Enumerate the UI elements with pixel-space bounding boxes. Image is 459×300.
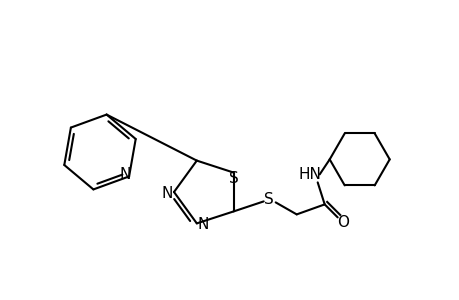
Text: HN: HN	[297, 167, 320, 182]
Text: S: S	[228, 171, 238, 186]
Text: N: N	[161, 185, 173, 200]
Text: N: N	[119, 167, 130, 182]
Text: N: N	[197, 217, 209, 232]
Text: S: S	[263, 192, 273, 207]
Text: O: O	[336, 215, 348, 230]
